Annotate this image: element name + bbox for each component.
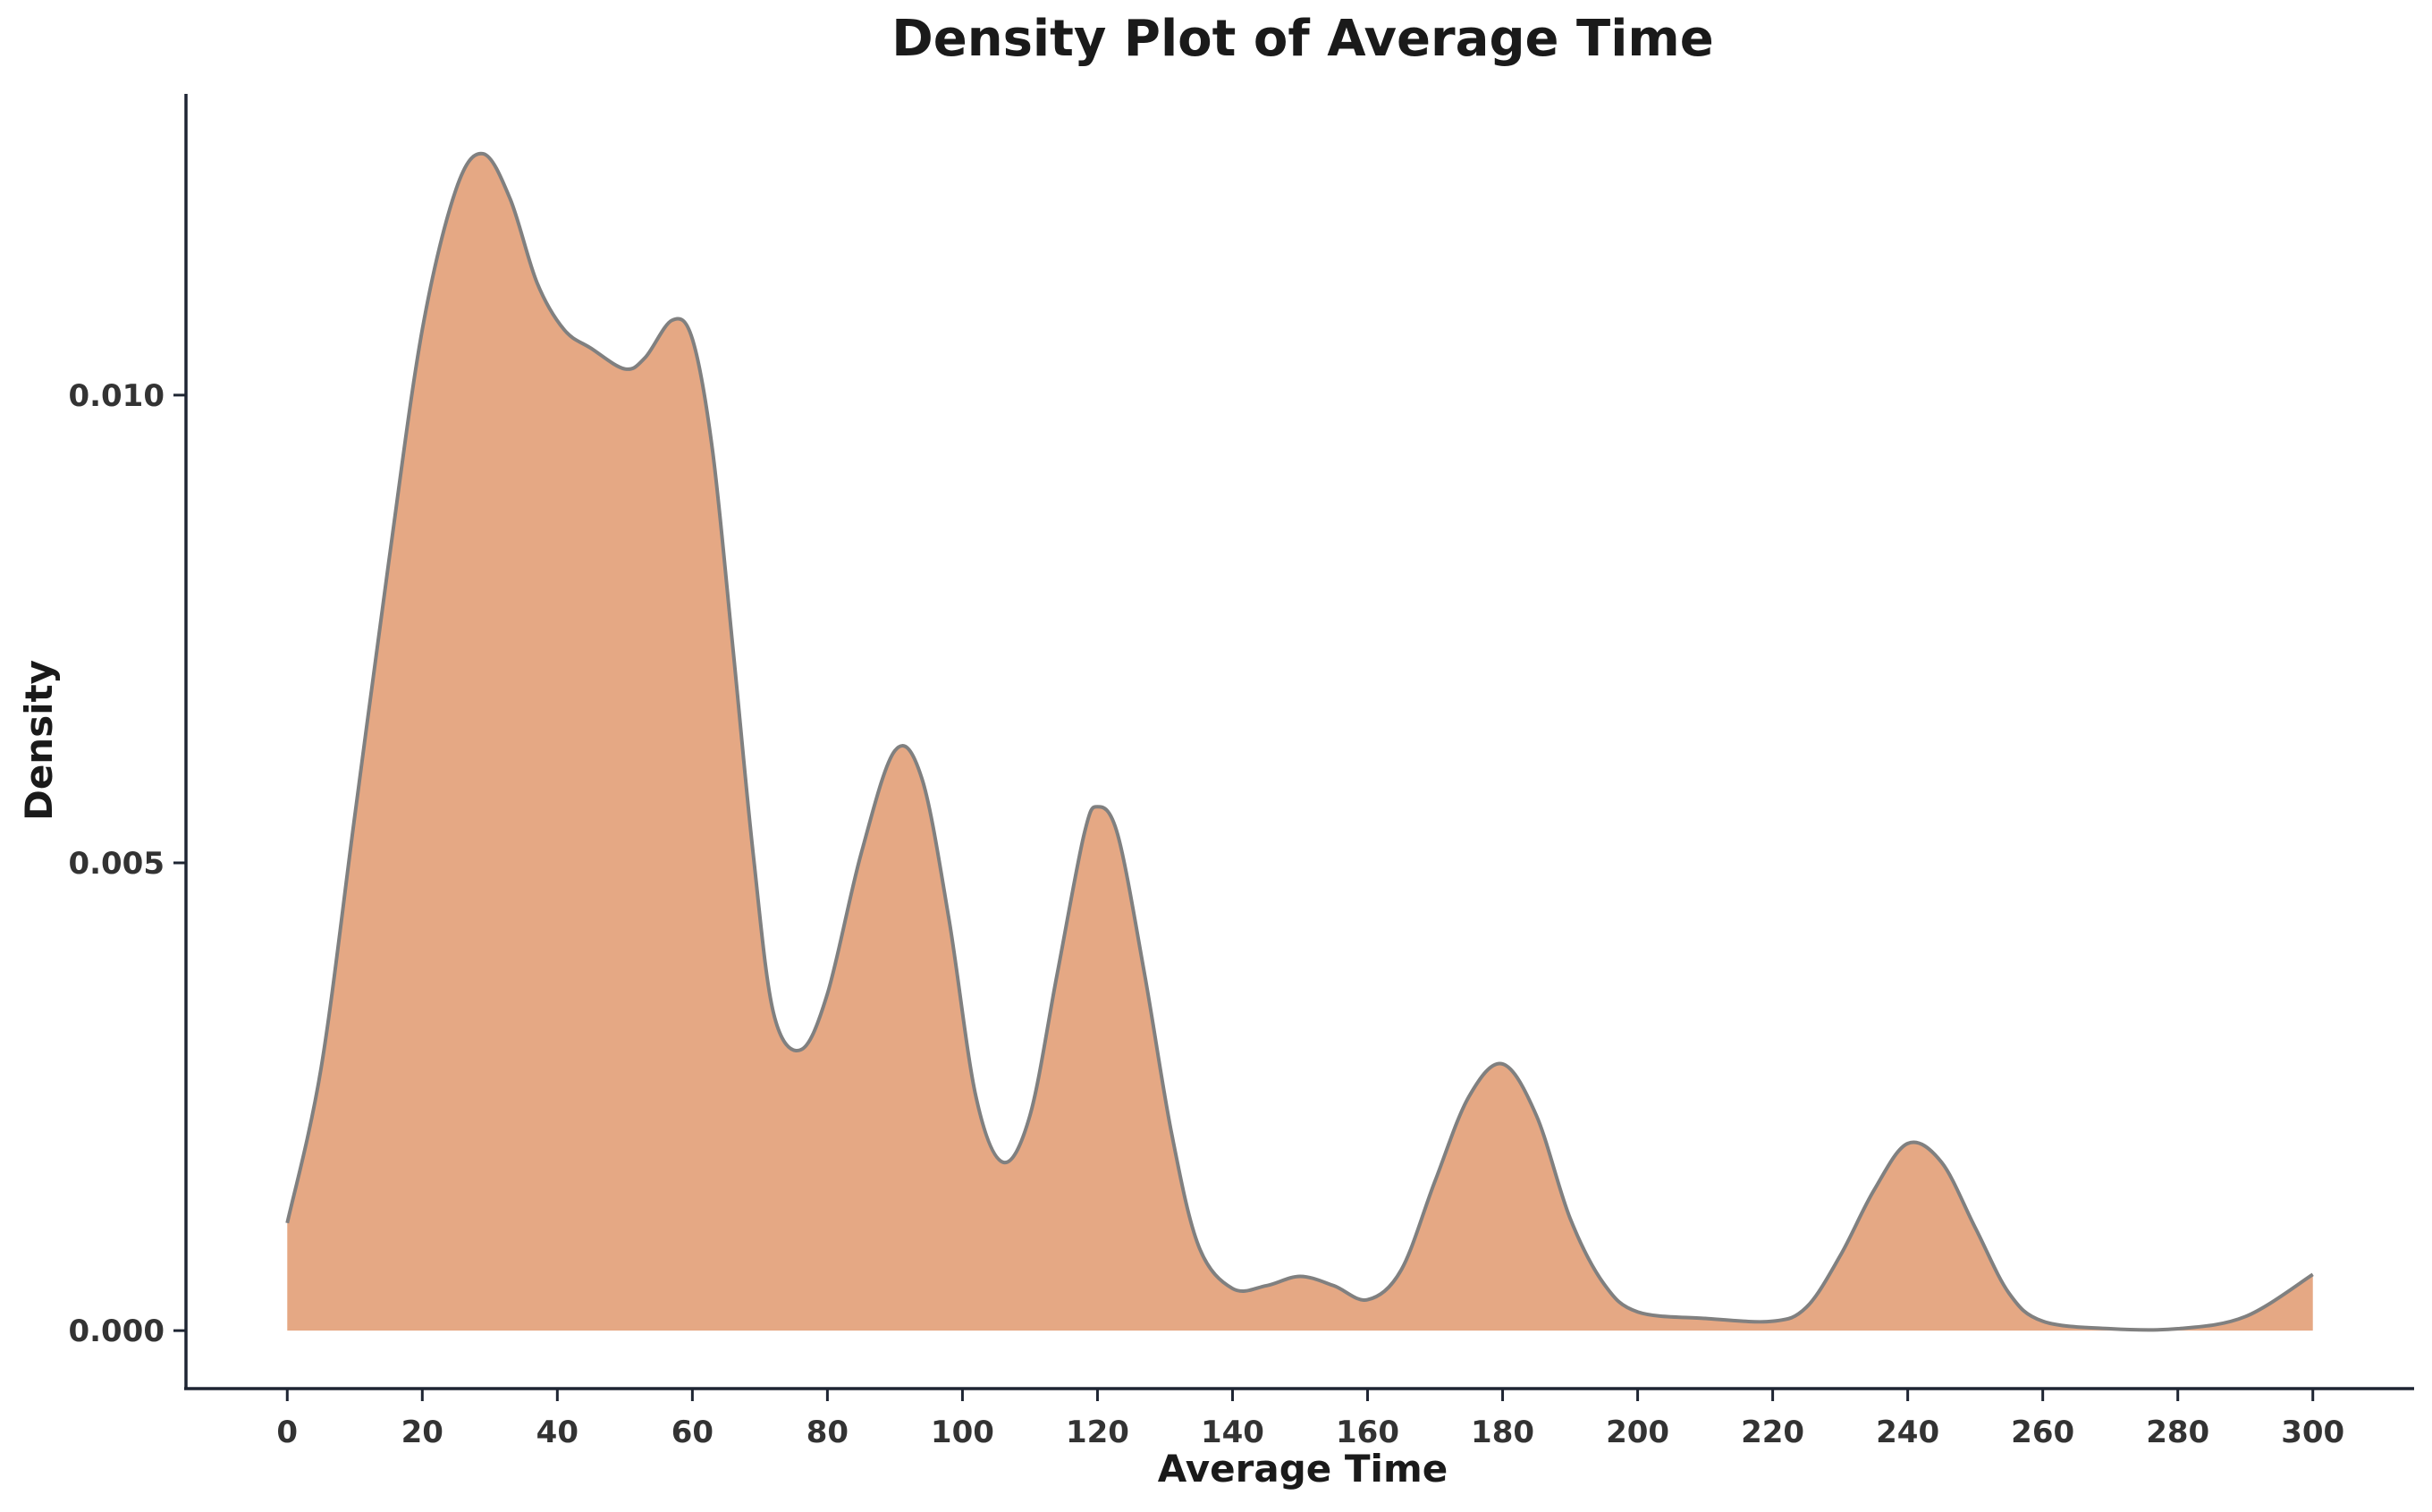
x-tick-label: 260 [2011, 1415, 2074, 1450]
y-axis-ticks: 0.000 0.005 0.010 [68, 378, 186, 1349]
x-tick-label: 200 [1606, 1415, 1669, 1450]
density-curve-line [285, 151, 2314, 1332]
x-axis-ticks: 0 20 40 60 80 100 120 140 160 180 200 220 240 260 280 3… [276, 1389, 2344, 1450]
x-tick-label: 140 [1201, 1415, 1264, 1450]
x-tick-label: 40 [536, 1415, 578, 1450]
x-tick-label: 20 [401, 1415, 443, 1450]
y-axis-label: Density [17, 660, 61, 821]
x-tick-label: 180 [1471, 1415, 1534, 1450]
x-tick-label: 60 [671, 1415, 714, 1450]
x-tick-label: 280 [2146, 1415, 2209, 1450]
x-tick-label: 300 [2281, 1415, 2344, 1450]
x-tick-label: 80 [806, 1415, 849, 1450]
x-tick-label: 120 [1066, 1415, 1129, 1450]
x-tick-label: 0 [276, 1415, 298, 1450]
x-tick-label: 240 [1876, 1415, 1939, 1450]
y-tick-label: 0.000 [68, 1313, 165, 1349]
x-tick-label: 160 [1336, 1415, 1399, 1450]
x-axis-label: Average Time [1158, 1447, 1448, 1491]
y-tick-label: 0.005 [68, 846, 165, 882]
y-tick-label: 0.010 [68, 378, 165, 414]
x-tick-label: 220 [1741, 1415, 1804, 1450]
chart-title: Density Plot of Average Time [891, 10, 1713, 68]
x-tick-label: 100 [931, 1415, 994, 1450]
density-area-fill [287, 153, 2313, 1331]
plot-area [285, 151, 2314, 1332]
